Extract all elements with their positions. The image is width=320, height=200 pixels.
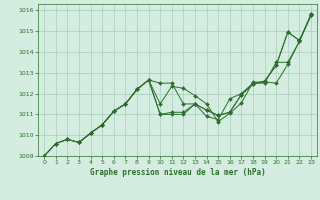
X-axis label: Graphe pression niveau de la mer (hPa): Graphe pression niveau de la mer (hPa) (90, 168, 266, 177)
